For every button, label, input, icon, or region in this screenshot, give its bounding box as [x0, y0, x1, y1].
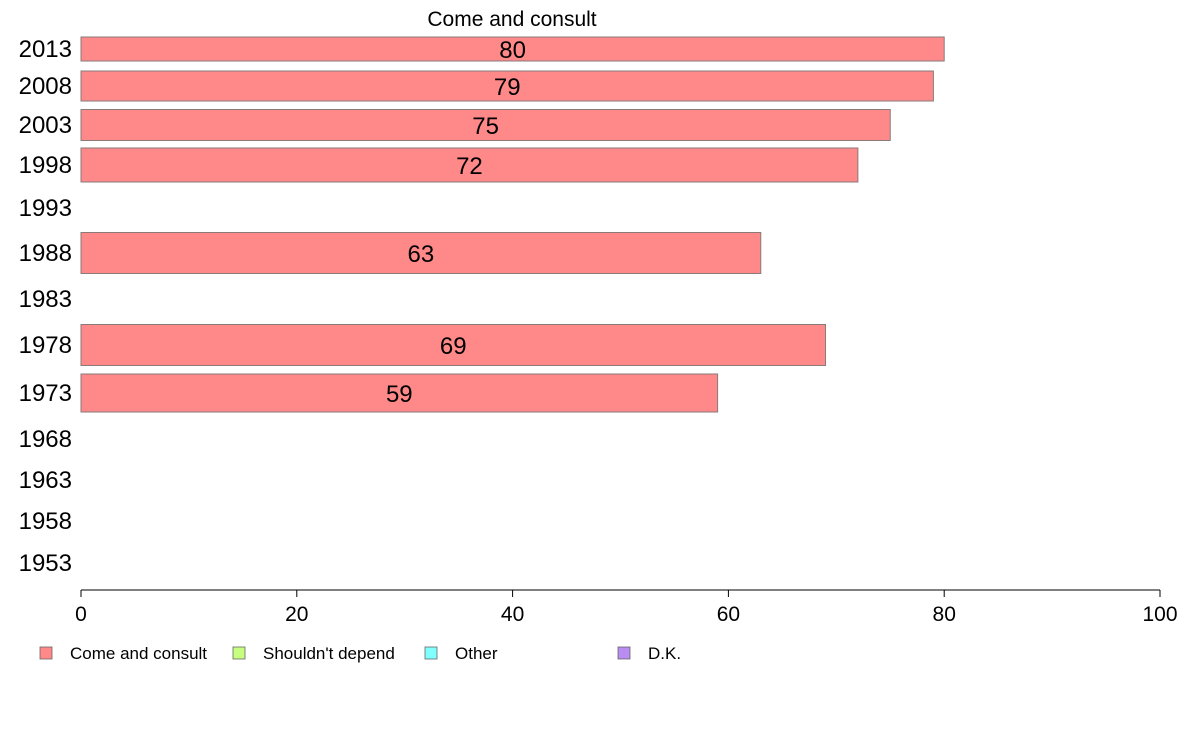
legend-label-2: Other	[455, 644, 498, 663]
bar-1978	[80, 324, 827, 366]
bar-1998	[80, 147, 859, 183]
bar-2003	[80, 109, 891, 141]
category-labels: 2013 2008 2003 1998 1993 1988 1983 1978 1973 1968…	[19, 36, 72, 577]
category-label-1958: 1958	[19, 508, 72, 535]
legend-label-3: D.K.	[648, 644, 681, 663]
bars: 80 79 75 72 63 69 59	[80, 36, 945, 413]
legend-swatch-1	[232, 646, 246, 660]
data-label-2003: 75	[472, 113, 499, 140]
bar-1988	[80, 232, 762, 274]
category-label-2008: 2008	[19, 73, 72, 100]
data-label-2008: 79	[494, 74, 521, 101]
x-tick-label-80: 80	[933, 603, 956, 626]
category-label-1983: 1983	[19, 286, 72, 313]
legend-swatch-2	[424, 646, 438, 660]
legend-swatch-0	[39, 646, 53, 660]
category-label-1963: 1963	[19, 467, 72, 494]
legend-label-0: Come and consult	[70, 644, 207, 663]
legend-swatch-3	[617, 646, 631, 660]
data-label-1998: 72	[456, 153, 483, 180]
category-label-1978: 1978	[19, 332, 72, 359]
x-tick-label-60: 60	[717, 603, 740, 626]
category-label-1998: 1998	[19, 152, 72, 179]
data-label-1988: 63	[408, 241, 435, 268]
x-tick-label-20: 20	[285, 603, 308, 626]
bar-2008	[80, 70, 934, 102]
legend-label-1: Shouldn't depend	[263, 644, 395, 663]
bar-2013	[80, 36, 945, 62]
x-tick-label-40: 40	[501, 603, 524, 626]
chart-title: Come and consult	[427, 8, 596, 31]
data-label-1973: 59	[386, 381, 413, 408]
category-label-2003: 2003	[19, 112, 72, 139]
x-tick-label-0: 0	[75, 603, 87, 626]
category-label-1993: 1993	[19, 195, 72, 222]
data-label-2013: 80	[499, 37, 526, 64]
legend: Come and consult Shouldn't depend Other D.K…	[39, 644, 681, 663]
category-label-1973: 1973	[19, 380, 72, 407]
x-tick-label-100: 100	[1142, 603, 1177, 626]
category-label-2013: 2013	[19, 36, 72, 63]
category-label-1953: 1953	[19, 550, 72, 577]
data-label-1978: 69	[440, 333, 467, 360]
bar-1973	[80, 373, 719, 413]
category-label-1988: 1988	[19, 240, 72, 267]
category-label-1968: 1968	[19, 426, 72, 453]
x-axis: 0 20 40 60 80 100	[75, 589, 1178, 626]
